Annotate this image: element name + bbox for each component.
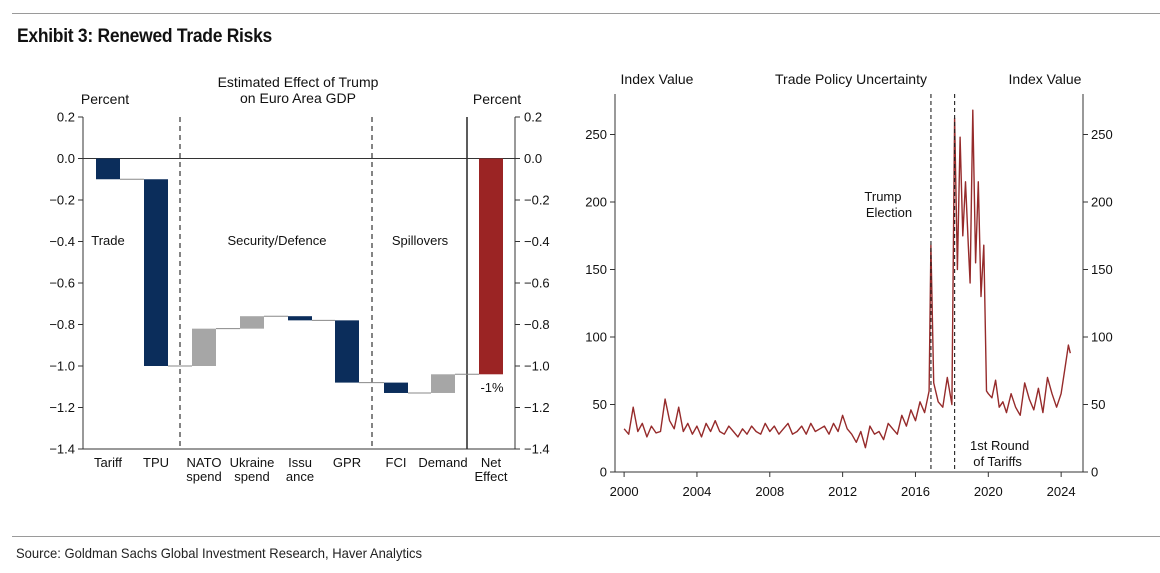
tpu-axes: 0 0 50 50 100 100 150 150 200 200 250 250 2000 2004 20… [585, 94, 1113, 499]
tpu-right-y-axis-label: Index Value [1009, 71, 1082, 87]
left-chart-title-line2: on Euro Area GDP [240, 90, 356, 106]
right-y-tick-label: 0.2 [524, 110, 542, 125]
annotation-first-tariffs: 1st Round [970, 438, 1029, 453]
waterfall-bar [144, 179, 168, 366]
tpu-left-y-tick-label: 0 [600, 465, 607, 480]
left-y-tick-label: −0.2 [49, 193, 75, 208]
tpu-left-y-axis-label: Index Value [621, 71, 694, 87]
group-label-spillovers: Spillovers [392, 233, 449, 248]
category-label: spend [234, 469, 269, 484]
category-label: Net [481, 455, 502, 470]
category-label: Tariff [94, 455, 122, 470]
waterfall-axes: 0.2 0.2 0.0 0.0 −0.2 −0.2 −0.4 −0.4 −0.6 −0.6 −0.8… [49, 110, 549, 457]
left-y-axis-label: Percent [81, 91, 129, 107]
annotation-trump-election: Trump [864, 189, 901, 204]
tpu-x-tick-label: 2012 [828, 484, 857, 499]
tpu-right-y-tick-label: 100 [1091, 330, 1113, 345]
tpu-x-tick-label: 2000 [610, 484, 639, 499]
waterfall-chart: Estimated Effect of Trump on Euro Area G… [49, 74, 549, 484]
annotation-trump-election: Election [866, 205, 912, 220]
category-label: spend [186, 469, 221, 484]
annotation-first-tariffs: of Tariffs [973, 454, 1022, 469]
right-y-tick-label: −0.4 [524, 234, 550, 249]
category-label: NATO [187, 455, 222, 470]
net-effect-label: -1% [480, 380, 504, 395]
tpu-x-tick-label: 2024 [1047, 484, 1076, 499]
category-label: Issu [288, 455, 312, 470]
right-y-tick-label: −1.0 [524, 359, 550, 374]
left-y-tick-label: −1.0 [49, 359, 75, 374]
waterfall-bar [431, 374, 455, 393]
left-y-tick-label: −1.2 [49, 400, 75, 415]
tpu-right-y-tick-label: 150 [1091, 262, 1113, 277]
group-label-security: Security/Defence [228, 233, 327, 248]
tpu-left-y-tick-label: 150 [585, 262, 607, 277]
waterfall-bar [96, 158, 120, 180]
waterfall-bar [479, 158, 503, 375]
waterfall-bar [335, 320, 359, 383]
category-label: FCI [386, 455, 407, 470]
waterfall-bars [96, 158, 503, 393]
category-label: ance [286, 469, 314, 484]
right-y-tick-label: −1.4 [524, 442, 550, 457]
tpu-left-y-tick-label: 200 [585, 195, 607, 210]
tpu-right-y-tick-label: 50 [1091, 397, 1105, 412]
right-chart-title: Trade Policy Uncertainty [775, 71, 927, 87]
category-label: Ukraine [230, 455, 275, 470]
waterfall-bar [288, 316, 312, 321]
waterfall-bar [240, 316, 264, 329]
tpu-left-y-tick-label: 50 [593, 397, 607, 412]
tpu-line-chart: Trade Policy Uncertainty Index Value Ind… [585, 71, 1113, 499]
right-y-tick-label: −1.2 [524, 400, 550, 415]
left-y-tick-label: −0.6 [49, 276, 75, 291]
category-label: Effect [474, 469, 507, 484]
left-y-tick-label: −0.4 [49, 234, 75, 249]
left-y-tick-label: 0.0 [57, 151, 75, 166]
left-chart-title-line1: Estimated Effect of Trump [218, 74, 379, 90]
waterfall-labels: Tariff TPU NATOspendUkrainespendIssuanceGP… [91, 233, 508, 484]
tpu-left-y-tick-label: 250 [585, 127, 607, 142]
group-label-trade: Trade [91, 233, 124, 248]
source-note: Source: Goldman Sachs Global Investment … [16, 545, 422, 561]
left-y-tick-label: 0.2 [57, 110, 75, 125]
right-y-tick-label: 0.0 [524, 151, 542, 166]
tpu-x-tick-label: 2020 [974, 484, 1003, 499]
left-y-tick-label: −1.4 [49, 442, 75, 457]
category-label: GPR [333, 455, 361, 470]
top-rule [12, 13, 1160, 14]
tpu-left-y-tick-label: 100 [585, 330, 607, 345]
waterfall-bar [384, 382, 408, 393]
waterfall-bar [192, 328, 216, 366]
tpu-series [623, 109, 1071, 449]
tpu-x-tick-label: 2016 [901, 484, 930, 499]
bottom-rule [12, 536, 1160, 537]
category-label: TPU [143, 455, 169, 470]
tpu-x-tick-label: 2004 [682, 484, 711, 499]
right-y-tick-label: −0.6 [524, 276, 550, 291]
category-label: Demand [418, 455, 467, 470]
right-y-axis-label: Percent [473, 91, 521, 107]
tpu-x-tick-label: 2008 [755, 484, 784, 499]
exhibit-title: Exhibit 3: Renewed Trade Risks [17, 26, 272, 47]
tpu-right-y-tick-label: 0 [1091, 465, 1098, 480]
tpu-right-y-tick-label: 200 [1091, 195, 1113, 210]
right-y-tick-label: −0.2 [524, 193, 550, 208]
right-y-tick-label: −0.8 [524, 317, 550, 332]
tpu-right-y-tick-label: 250 [1091, 127, 1113, 142]
tpu-line [623, 109, 1071, 449]
left-y-tick-label: −0.8 [49, 317, 75, 332]
